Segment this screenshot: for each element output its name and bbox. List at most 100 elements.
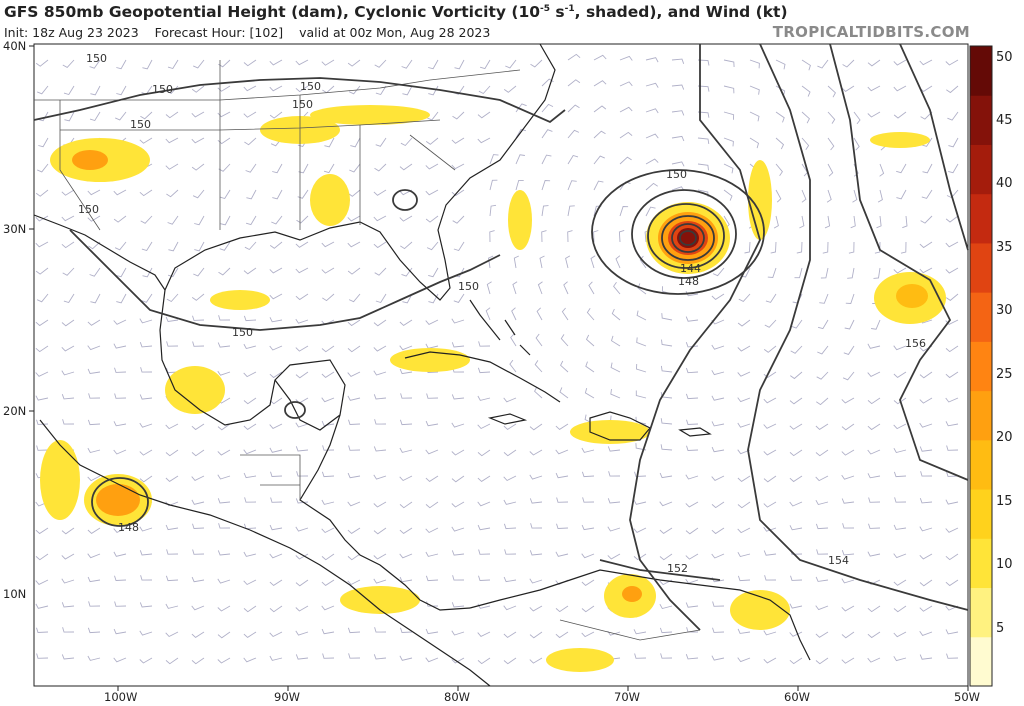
- wind-barb: [563, 281, 569, 295]
- wind-barb: [503, 449, 517, 457]
- wind-barb: [817, 345, 829, 355]
- wind-barb: [593, 230, 599, 243]
- wind-barb: [826, 189, 832, 203]
- wind-barb: [513, 255, 519, 269]
- height-contours: [33, 43, 969, 631]
- wind-barb: [671, 110, 685, 116]
- wind-barb: [113, 343, 127, 349]
- wind-barb: [89, 59, 101, 69]
- wind-barb: [593, 130, 606, 139]
- wind-barb: [321, 579, 335, 586]
- wind-barb: [140, 215, 153, 224]
- wind-barb: [374, 267, 387, 276]
- wind-barb: [529, 550, 543, 556]
- wind-barb: [428, 59, 439, 70]
- contour-label: 150: [130, 118, 151, 131]
- wind-barb: [451, 422, 465, 428]
- wind-barb: [373, 446, 387, 452]
- contour-label: 150: [86, 52, 107, 65]
- wind-barb: [321, 553, 335, 561]
- wind-barb: [711, 553, 725, 559]
- wind-barb: [374, 627, 387, 633]
- wind-barb: [919, 498, 933, 504]
- wind-barb: [827, 137, 835, 151]
- wind-barb: [711, 344, 725, 350]
- wind-barb: [244, 497, 257, 503]
- wind-barb: [373, 553, 387, 560]
- wind-barb: [896, 163, 907, 174]
- wind-barb: [348, 293, 361, 303]
- wind-barb: [451, 449, 465, 456]
- wind-barb: [801, 111, 810, 124]
- wind-barb: [893, 267, 907, 274]
- hispaniola: [589, 411, 651, 441]
- wind-barb: [321, 241, 335, 248]
- wind-barb: [478, 341, 491, 347]
- wind-barb: [35, 319, 49, 327]
- wind-barb: [165, 524, 179, 531]
- wind-barb: [585, 361, 595, 373]
- wind-barb: [853, 111, 861, 125]
- wind-barb: [347, 215, 361, 222]
- wind-barb: [815, 475, 829, 482]
- colorbar-swatch: [970, 242, 992, 293]
- wind-barb: [567, 53, 581, 61]
- border: [559, 619, 701, 641]
- wind-barb: [737, 501, 751, 509]
- wind-barb: [296, 471, 309, 477]
- wind-barb: [945, 579, 959, 587]
- wind-barb: [945, 527, 959, 533]
- chart-subtitle: Init: 18z Aug 23 2023 Forecast Hour: [10…: [4, 25, 490, 40]
- wind-barb: [219, 241, 231, 251]
- bahamas: [469, 299, 531, 356]
- wind-barb: [645, 182, 658, 191]
- colorbar-label: 35: [996, 240, 1013, 255]
- wind-barb: [347, 267, 361, 275]
- wind-barb: [607, 526, 621, 532]
- wind-barb: [89, 111, 101, 122]
- wind-barb: [139, 630, 153, 636]
- wind-barb: [295, 553, 309, 560]
- wind-barb: [816, 549, 829, 555]
- wind-barb: [37, 85, 49, 95]
- wind-barb: [824, 215, 831, 229]
- wind-barb: [841, 397, 855, 404]
- wind-barb: [789, 423, 803, 430]
- wind-barb: [87, 475, 101, 482]
- wind-barb: [619, 131, 633, 139]
- wind-barb: [686, 419, 699, 425]
- wind-barb: [871, 319, 881, 330]
- wind-barb: [581, 447, 595, 453]
- wind-barb: [88, 241, 101, 250]
- wind-barb: [350, 137, 361, 148]
- wind-barb: [537, 281, 543, 295]
- wind-barb: [877, 189, 883, 203]
- wind-barb: [400, 393, 413, 399]
- colorbar-label: 50: [996, 50, 1013, 65]
- wind-barb: [35, 241, 49, 248]
- contour-156: [829, 43, 969, 481]
- wind-barb: [893, 447, 907, 454]
- wind-barb: [534, 386, 543, 399]
- wind-barb: [529, 631, 543, 639]
- wind-barb: [763, 371, 777, 379]
- contour-152: [629, 44, 761, 631]
- contour-label: 148: [118, 521, 139, 534]
- wind-barb: [919, 526, 933, 532]
- wind-barb: [192, 315, 205, 321]
- wind-barb: [529, 657, 543, 664]
- wind-barb: [948, 137, 959, 148]
- wind-barb: [902, 215, 908, 229]
- wind-barb: [817, 319, 829, 330]
- wind-barb: [919, 553, 933, 560]
- wind-barb: [919, 397, 933, 404]
- wind-barb: [737, 371, 751, 377]
- wind-barb: [893, 371, 907, 378]
- wind-barb: [945, 241, 959, 248]
- contour-150-hurricane: [591, 169, 765, 295]
- wind-barb: [116, 59, 127, 70]
- wind-barb: [900, 241, 907, 254]
- wind-barb: [511, 307, 517, 321]
- wind-barb: [723, 59, 735, 68]
